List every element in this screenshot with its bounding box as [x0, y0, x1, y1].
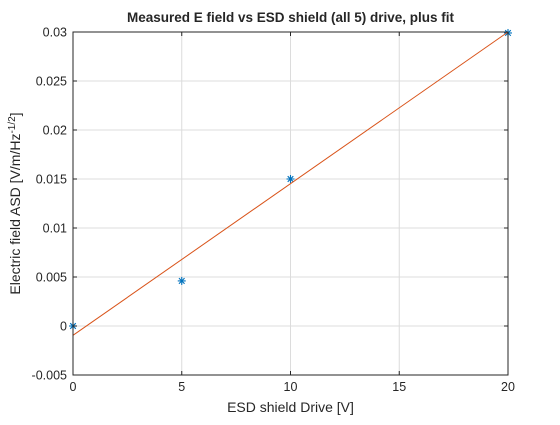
x-tick-label: 5 — [178, 380, 185, 394]
axes-box — [72, 31, 509, 376]
y-axis-label-superscript: -1/2 — [7, 116, 18, 134]
y-tick-label: 0.01 — [43, 222, 67, 236]
x-tick-label: 0 — [70, 380, 77, 394]
y-tick-labels: -0.005 0 0.005 0.01 0.015 0.02 0.025 0.03 — [32, 26, 68, 383]
y-tick-label: -0.005 — [32, 369, 67, 383]
marker-stroke — [287, 175, 294, 183]
x-axis-label: ESD shield Drive [V] — [227, 399, 354, 415]
chart-title: Measured E field vs ESD shield (all 5) d… — [127, 10, 455, 25]
y-tick-label: 0 — [60, 320, 67, 334]
y-axis-label-main: Electric field ASD [V/m/Hz — [7, 134, 23, 295]
marker-stroke — [178, 277, 185, 285]
y-tick-label: 0.025 — [36, 75, 67, 89]
x-tick-label: 20 — [501, 380, 515, 394]
y-tick-label: 0.02 — [43, 124, 67, 138]
grid-lines — [72, 31, 509, 376]
y-tick-label: 0.015 — [36, 173, 67, 187]
y-axis-label-close: ] — [7, 112, 23, 116]
y-axis-label: Electric field ASD [V/m/Hz-1/2] — [7, 112, 24, 294]
axes — [72, 31, 509, 376]
data-point-marker — [177, 276, 186, 285]
y-tick-label: 0.005 — [36, 271, 67, 285]
x-tick-labels: 0 5 10 15 20 — [70, 380, 515, 394]
data-point-marker — [286, 175, 295, 183]
x-tick-label: 10 — [284, 380, 298, 394]
y-tick-label: 0.03 — [43, 26, 67, 40]
fit-line — [72, 31, 509, 336]
x-tick-label: 15 — [392, 380, 406, 394]
